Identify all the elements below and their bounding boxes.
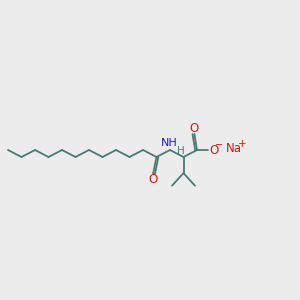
Text: H: H [177,146,184,156]
Text: +: + [238,139,247,149]
Text: Na: Na [226,142,242,155]
Text: O: O [148,173,158,186]
Text: NH: NH [160,139,177,148]
Text: O: O [189,122,198,135]
Text: O: O [210,143,219,157]
Text: −: − [215,140,223,150]
